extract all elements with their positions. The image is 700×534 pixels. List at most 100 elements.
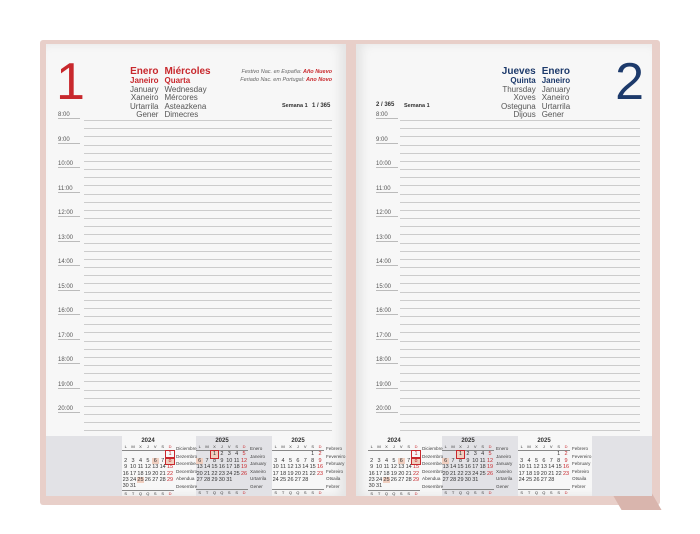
writing-line[interactable]	[400, 209, 640, 211]
writing-line[interactable]	[400, 365, 640, 366]
weekday-footer: Q	[532, 489, 541, 497]
writing-line[interactable]	[84, 160, 332, 162]
writing-line[interactable]	[84, 405, 332, 407]
writing-line[interactable]	[84, 193, 332, 195]
writing-line[interactable]	[400, 144, 640, 146]
writing-line[interactable]	[84, 389, 332, 391]
writing-line[interactable]	[400, 267, 640, 268]
hour-label: 10:00	[58, 161, 80, 168]
writing-line[interactable]	[84, 226, 332, 228]
writing-line[interactable]	[400, 226, 640, 228]
writing-line[interactable]	[84, 397, 332, 399]
writing-line[interactable]	[84, 128, 332, 130]
writing-line[interactable]	[84, 267, 332, 268]
writing-line[interactable]	[84, 430, 332, 432]
weekday-bold: Quinta	[510, 76, 536, 85]
writing-line[interactable]	[84, 381, 332, 383]
writing-line[interactable]	[400, 316, 640, 317]
writing-line[interactable]	[400, 373, 640, 375]
writing-line[interactable]	[400, 193, 640, 195]
writing-line[interactable]	[84, 299, 332, 301]
writing-line[interactable]	[84, 258, 332, 260]
writing-line[interactable]	[400, 160, 640, 162]
calendar-day: 11	[479, 457, 486, 464]
writing-line[interactable]	[84, 177, 332, 179]
writing-line[interactable]	[400, 340, 640, 342]
writing-line[interactable]	[400, 250, 640, 252]
writing-line[interactable]	[400, 291, 640, 293]
writing-line[interactable]	[400, 177, 640, 179]
writing-line[interactable]	[400, 185, 640, 187]
writing-line[interactable]	[400, 324, 640, 326]
writing-line[interactable]	[84, 275, 332, 277]
writing-line[interactable]	[400, 275, 640, 277]
writing-line[interactable]	[400, 397, 640, 399]
calendar-day: 15	[309, 464, 316, 471]
writing-line[interactable]	[400, 307, 640, 309]
writing-line[interactable]	[400, 381, 640, 383]
writing-line[interactable]	[84, 169, 332, 170]
writing-line[interactable]	[400, 348, 640, 350]
writing-line[interactable]	[84, 136, 332, 138]
writing-line[interactable]	[84, 144, 332, 146]
writing-line[interactable]	[84, 120, 332, 121]
writing-line[interactable]	[84, 348, 332, 350]
writing-line[interactable]	[84, 234, 332, 236]
calendar-day: 21	[302, 470, 309, 477]
writing-line[interactable]	[400, 201, 640, 203]
writing-line[interactable]	[400, 258, 640, 260]
calendar-day: 4	[281, 457, 285, 464]
calendar-day: 18	[383, 470, 390, 477]
calendar-day: 25	[280, 477, 287, 484]
writing-line[interactable]	[400, 389, 640, 391]
writing-line[interactable]	[84, 356, 332, 358]
month-name: Xaneiro	[496, 468, 512, 474]
writing-line[interactable]	[84, 332, 332, 334]
writing-line[interactable]	[84, 201, 332, 203]
writing-line[interactable]	[84, 373, 332, 375]
writing-line[interactable]	[84, 365, 332, 366]
writing-line[interactable]	[400, 299, 640, 301]
weekday-header: M	[525, 444, 533, 452]
writing-line[interactable]	[84, 250, 332, 252]
writing-line[interactable]	[400, 422, 640, 424]
writing-line[interactable]	[84, 291, 332, 293]
calendar-day: 15	[211, 464, 218, 471]
writing-line[interactable]	[400, 234, 640, 236]
writing-line[interactable]	[400, 136, 640, 138]
weekday-header: V	[471, 444, 479, 452]
writing-line[interactable]	[84, 152, 332, 154]
calendar-day: 22	[309, 470, 316, 477]
writing-line[interactable]	[84, 422, 332, 424]
writing-line[interactable]	[400, 218, 640, 219]
writing-line[interactable]	[400, 120, 640, 121]
writing-line[interactable]	[400, 405, 640, 407]
writing-line[interactable]	[400, 414, 640, 415]
calendar-day: 27	[196, 477, 203, 484]
writing-line[interactable]	[400, 152, 640, 154]
writing-line[interactable]	[400, 283, 640, 285]
writing-line[interactable]	[84, 209, 332, 211]
writing-line[interactable]	[400, 356, 640, 358]
calendar-day	[540, 451, 547, 458]
writing-line[interactable]	[400, 430, 640, 432]
writing-line[interactable]	[84, 324, 332, 326]
writing-line[interactable]	[400, 169, 640, 170]
weekday-header: D	[240, 444, 248, 452]
writing-line[interactable]	[84, 340, 332, 342]
writing-line[interactable]	[84, 316, 332, 317]
writing-line[interactable]	[400, 242, 640, 244]
calendar-year: 2024	[141, 438, 155, 444]
writing-line[interactable]	[84, 185, 332, 187]
writing-line[interactable]	[84, 283, 332, 285]
hour-label: 16:00	[376, 308, 398, 315]
writing-line[interactable]	[84, 307, 332, 309]
writing-line[interactable]	[84, 242, 332, 244]
hour-label: 12:00	[58, 210, 80, 217]
writing-line[interactable]	[400, 128, 640, 130]
writing-line[interactable]	[84, 414, 332, 415]
calendar-day	[486, 477, 493, 483]
writing-line[interactable]	[400, 332, 640, 334]
writing-line[interactable]	[84, 218, 332, 219]
calendar-day: 9	[318, 457, 322, 464]
